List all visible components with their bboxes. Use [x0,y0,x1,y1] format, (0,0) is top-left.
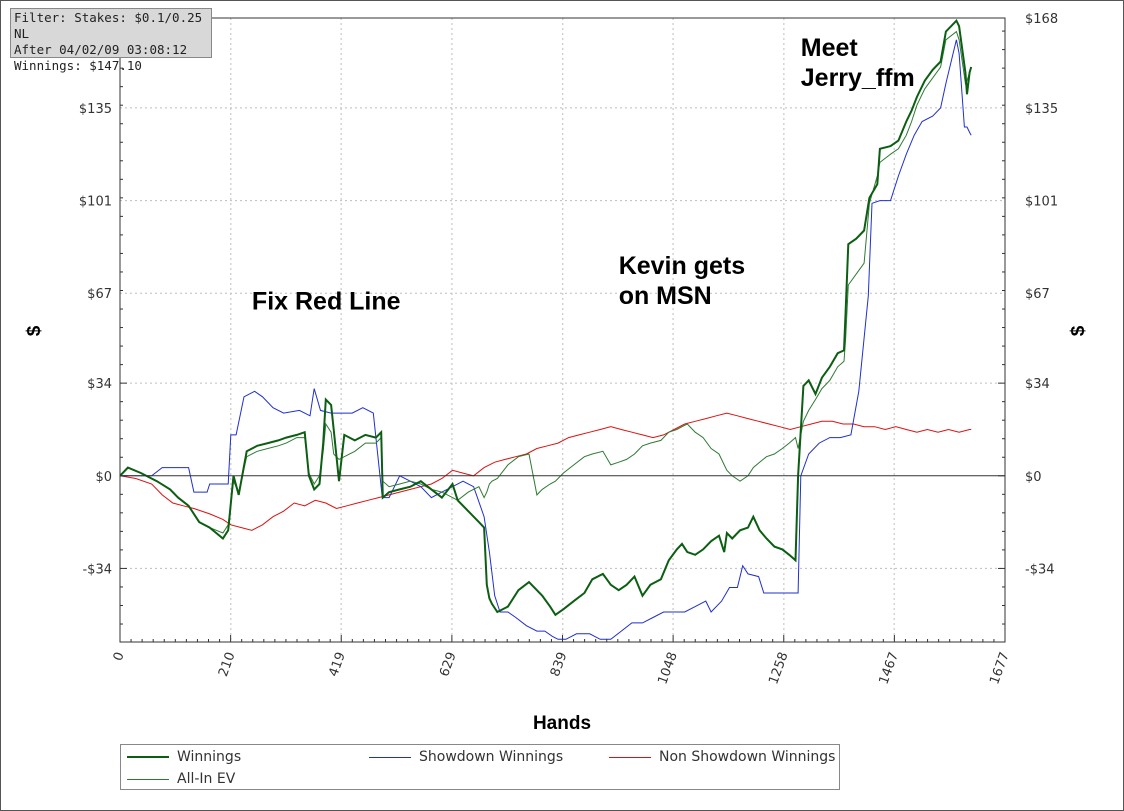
series-line-winnings [119,18,973,617]
x-axis-title: Hands [533,713,591,734]
y-axis-title-right: $ [1068,325,1089,336]
annotation-text: Fix Red Line [252,288,401,316]
legend-item-winnings: Winnings [127,747,241,767]
y-tick-label-right: $168 [1025,12,1058,27]
annotation-text: Kevin gets [619,252,745,280]
grid-lines [120,17,1005,642]
filter-date-text: After 04/02/09 03:08:12 [14,42,188,57]
legend-label-winnings: Winnings [177,749,242,765]
y-tick-label-right: $101 [1025,195,1058,210]
filter-info-box: Filter: Stakes: $0.1/0.25 NL After 04/02… [10,8,212,73]
legend: Winnings Showdown Winnings Non Showdown … [120,744,840,790]
y-tick-label-left: $101 [79,195,112,210]
legend-label-non-showdown-winnings: Non Showdown Winnings [659,749,836,765]
series-line-all-in-ev [119,30,972,534]
y-tick-label-left: $34 [87,377,112,392]
legend-swatch-showdown-winnings [369,756,411,758]
x-tick-label: 629 [437,650,460,678]
legend-swatch-winnings [127,756,169,758]
y-tick-label-left: $135 [79,102,112,117]
legend-swatch-non-showdown-winnings [609,756,651,758]
filter-winnings-text: Winnings: $147.10 [14,58,142,73]
legend-label-showdown-winnings: Showdown Winnings [419,749,564,765]
series-layer [119,18,973,640]
annotation-text: Jerry_ffm [801,64,915,92]
y-tick-label-right: $67 [1025,287,1050,302]
y-tick-label-left: -$34 [82,562,112,577]
legend-swatch-all-in-ev [127,778,169,780]
legend-label-all-in-ev: All-In EV [177,771,236,787]
legend-item-all-in-ev: All-In EV [127,769,235,789]
x-tick-label: 1048 [655,650,680,686]
series-line-non-showdown-winnings [119,412,972,531]
x-tick-label: 1677 [987,650,1012,686]
legend-item-showdown-winnings: Showdown Winnings [369,747,563,767]
filter-stakes-text: Filter: Stakes: $0.1/0.25 NL [14,10,203,41]
y-tick-label-right: $0 [1025,470,1042,485]
y-tick-label-right: -$34 [1025,562,1055,577]
y-axis-title-left: $ [24,325,45,336]
x-tick-label: 839 [548,650,571,678]
y-tick-label-left: $0 [95,470,112,485]
y-tick-label-left: $67 [87,287,112,302]
annotation-text: on MSN [619,282,712,310]
x-tick-label: 0 [111,650,128,663]
x-tick-label: 1258 [766,650,791,686]
y-tick-label-right: $34 [1025,377,1050,392]
x-tick-label: 419 [326,650,349,678]
x-tick-label: 1467 [877,650,902,686]
x-tick-label: 210 [216,650,239,678]
annotation-text: Meet [801,34,859,62]
series-line-showdown-winnings [120,39,972,640]
legend-item-non-showdown-winnings: Non Showdown Winnings [609,747,835,767]
y-tick-label-right: $135 [1025,102,1058,117]
